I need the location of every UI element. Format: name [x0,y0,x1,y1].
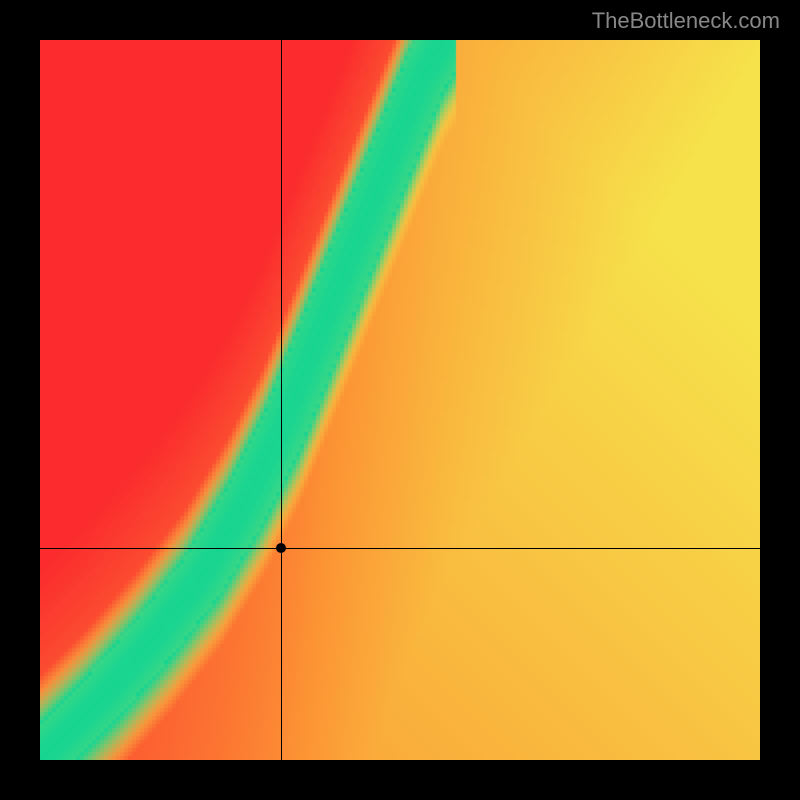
heatmap-canvas [40,40,760,760]
crosshair-vertical [281,40,282,760]
watermark-text: TheBottleneck.com [592,8,780,34]
heatmap-plot-area [40,40,760,760]
crosshair-marker [276,543,286,553]
crosshair-horizontal [40,548,760,549]
